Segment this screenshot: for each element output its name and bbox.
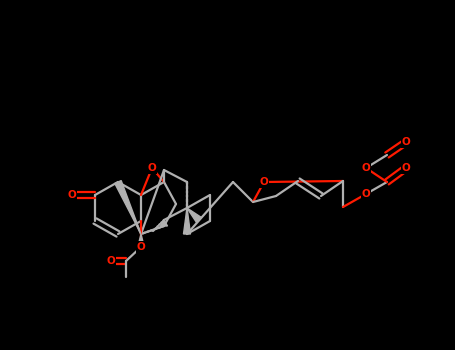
Text: O: O — [147, 163, 157, 173]
Text: O: O — [106, 256, 116, 266]
Text: O: O — [260, 177, 268, 187]
Polygon shape — [183, 208, 191, 234]
Text: O: O — [402, 137, 410, 147]
Text: O: O — [68, 190, 76, 200]
Polygon shape — [137, 234, 145, 248]
Polygon shape — [161, 220, 167, 226]
Text: O: O — [136, 242, 146, 252]
Text: O: O — [402, 163, 410, 173]
Text: O: O — [362, 163, 370, 173]
Text: O: O — [362, 189, 370, 199]
Polygon shape — [187, 208, 202, 223]
Polygon shape — [115, 181, 141, 234]
